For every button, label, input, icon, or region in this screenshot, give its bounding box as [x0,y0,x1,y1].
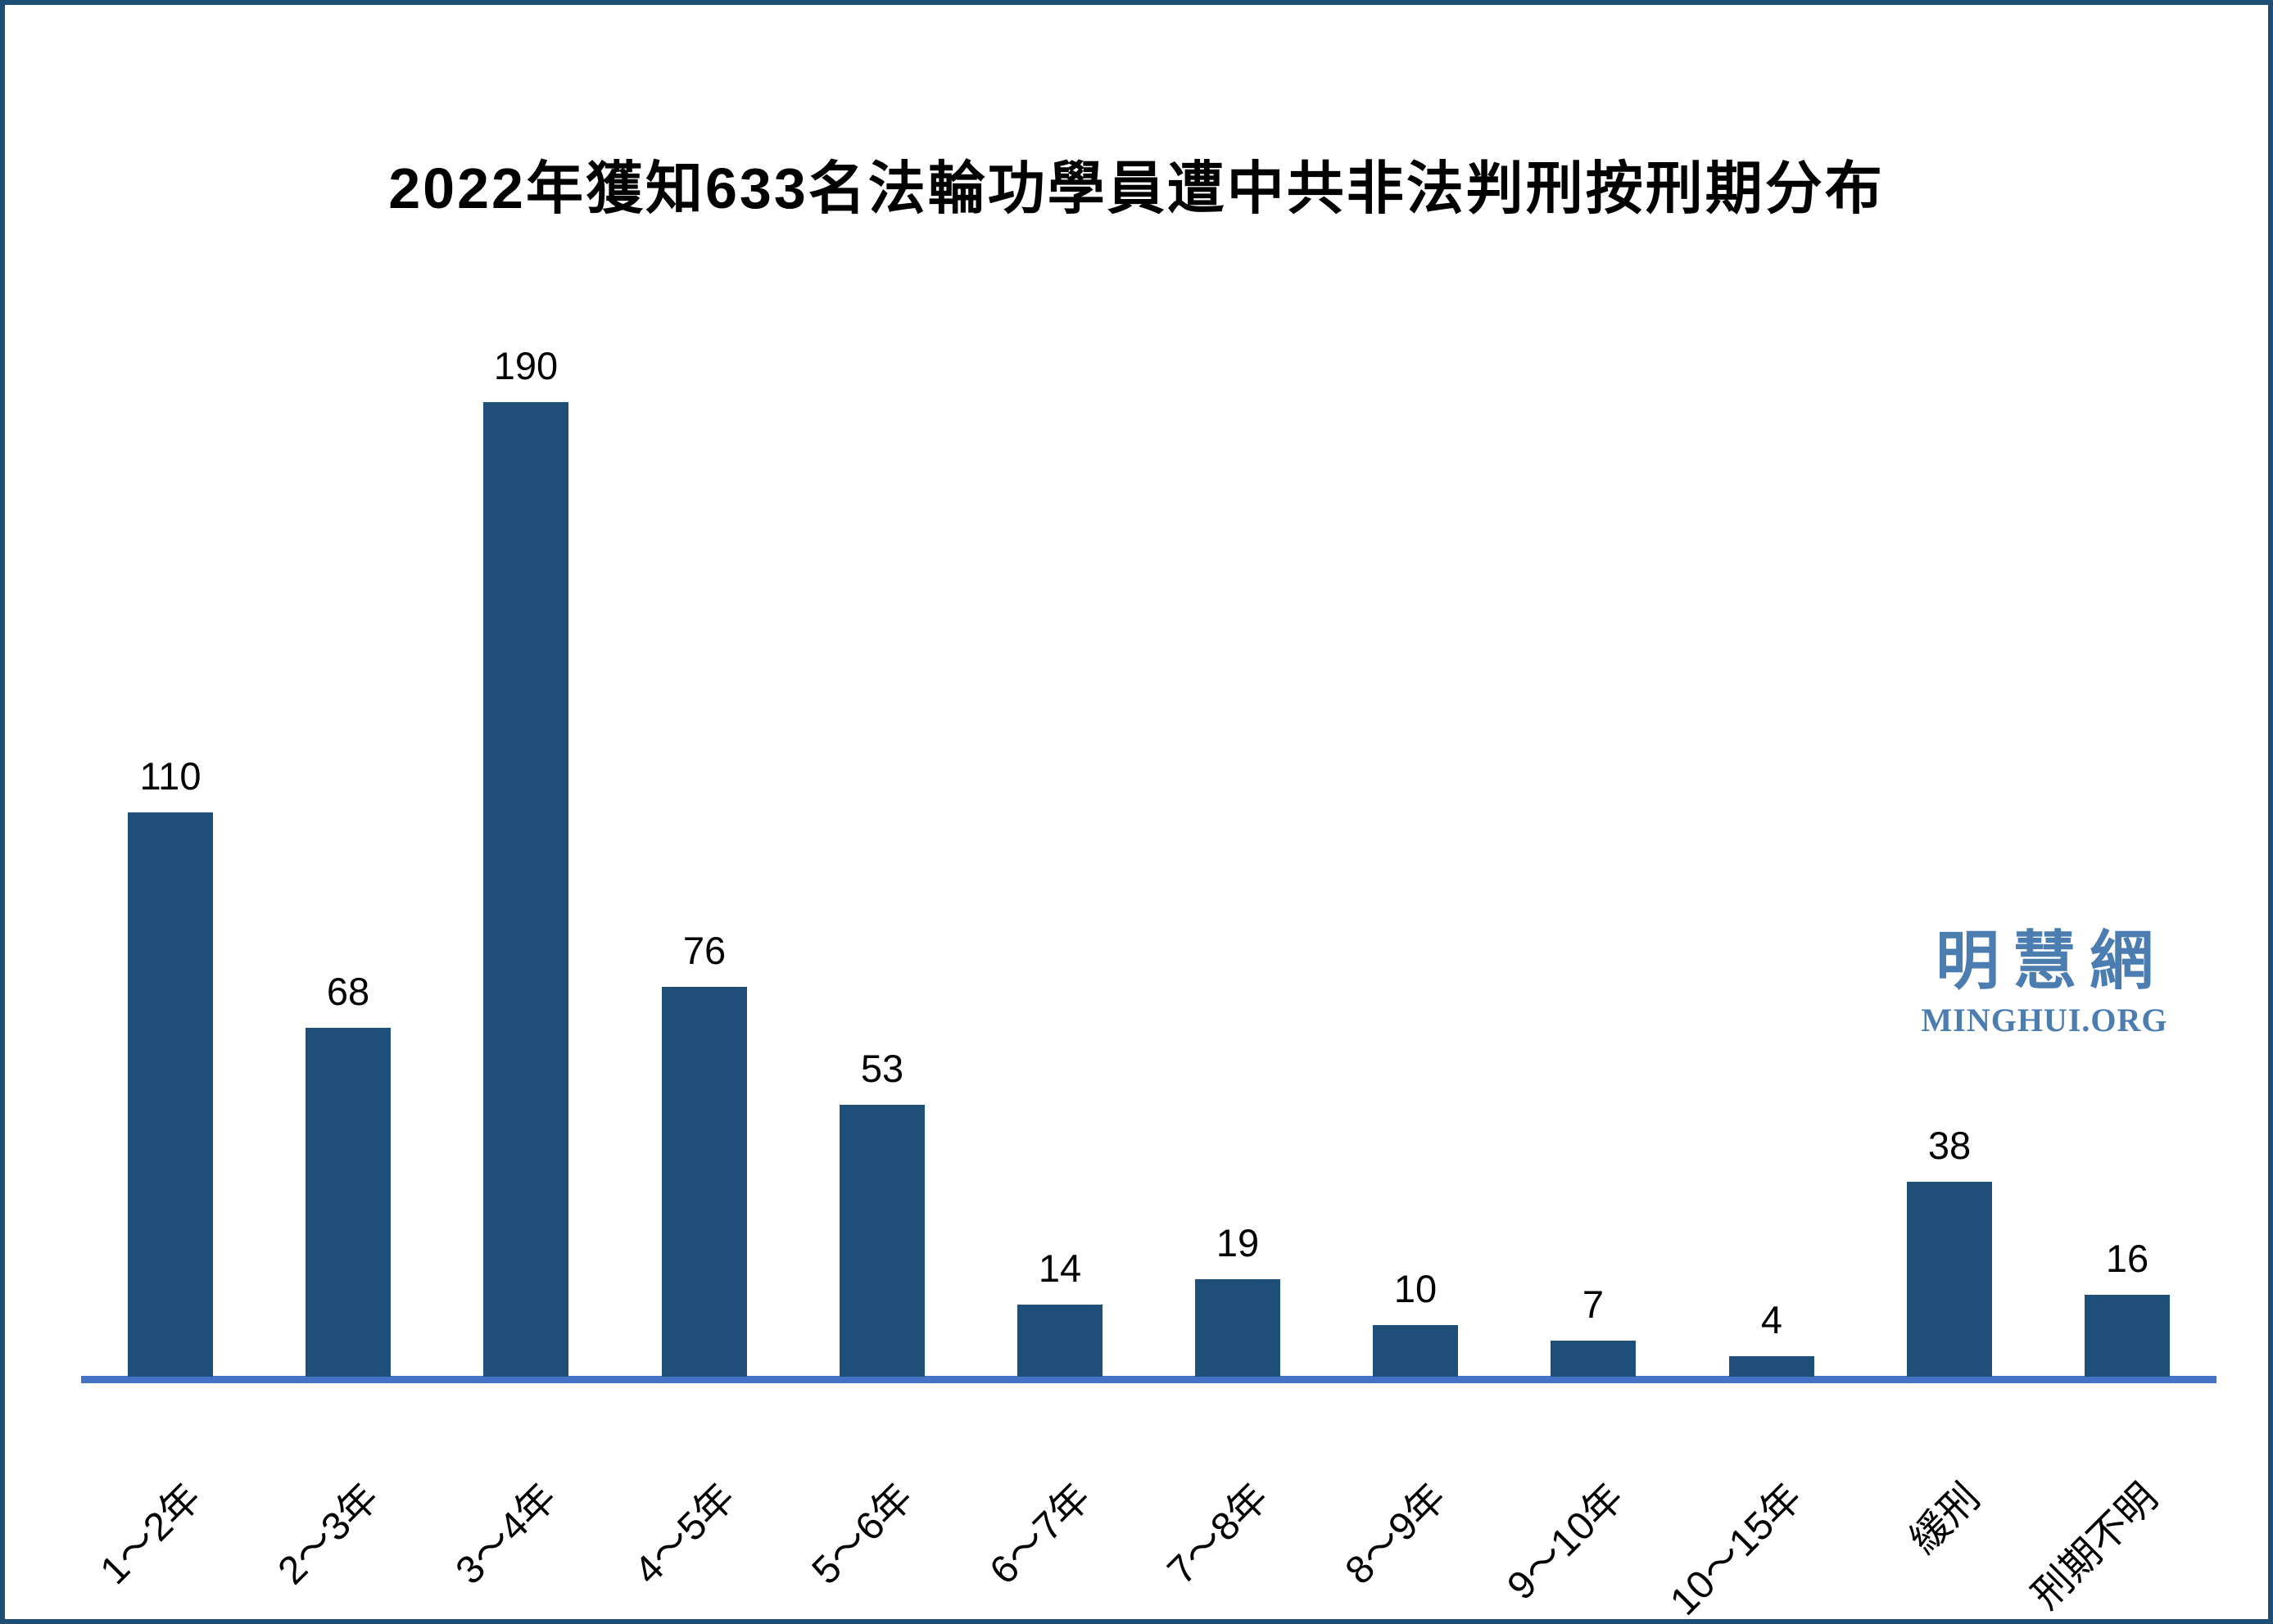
bar-value-label: 19 [1216,1221,1260,1264]
x-axis-line [81,1376,2216,1383]
bar-value-label: 16 [2105,1237,2149,1280]
bar-value-label: 38 [1927,1124,1972,1167]
minghui-logo-latin: MINGHUI.ORG [1921,1002,2168,1038]
bar [840,1105,925,1377]
bar-value-label: 68 [326,970,370,1013]
bar [1017,1305,1103,1377]
bar-value-label: 190 [493,344,559,387]
bar [1907,1182,1992,1377]
bar [662,987,747,1377]
chart-title: 2022年獲知633名法輪功學員遭中共非法判刑按刑期分布 [388,156,1885,220]
bar [128,812,213,1377]
minghui-watermark: 明慧網 MINGHUI.ORG [1913,929,2176,1039]
minghui-logo-cjk: 明慧網 [1935,925,2167,997]
bar-value-label: 53 [860,1047,904,1090]
bar [1551,1341,1636,1377]
bar-value-label: 7 [1582,1282,1605,1326]
bar-value-label: 4 [1760,1298,1783,1341]
bar [483,402,568,1377]
bar [1373,1325,1458,1377]
bar [1729,1356,1814,1377]
bar-value-label: 76 [682,929,727,972]
bar [2085,1295,2170,1377]
bar [1195,1279,1280,1377]
bar-value-label: 10 [1393,1267,1438,1310]
bar-value-label: 110 [139,754,201,798]
bar-value-label: 14 [1038,1246,1082,1290]
bar [306,1028,391,1377]
x-axis-tick-label: 刑期不明 [1718,1468,2166,1617]
x-axis-tick-label-text: 刑期不明 [2024,1475,2167,1618]
